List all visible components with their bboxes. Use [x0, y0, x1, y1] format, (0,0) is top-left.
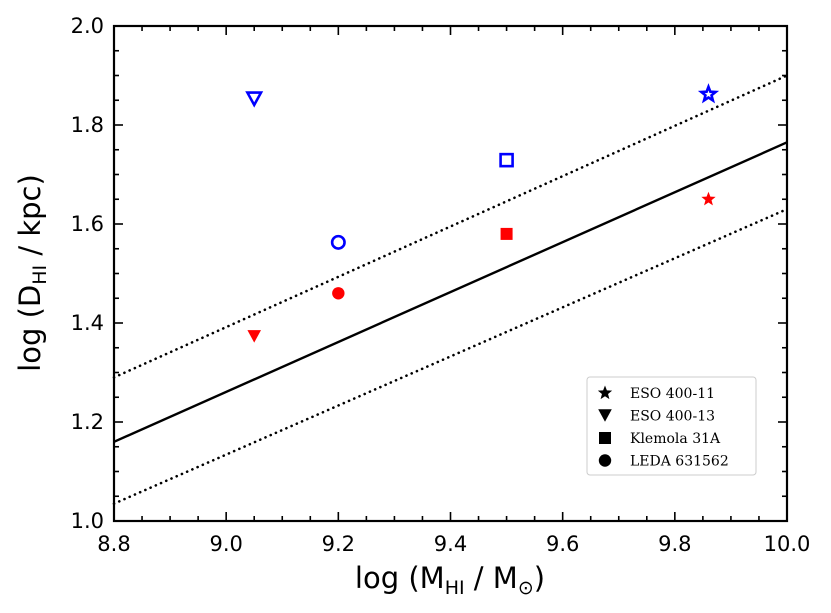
legend-label: LEDA 631562: [630, 454, 729, 470]
legend-marker-circle: [598, 454, 612, 467]
point-klemola-31a-red: [500, 227, 513, 240]
legend: ESO 400-11 ESO 400-13 Klemola 31A LEDA 6315…: [586, 376, 757, 476]
y-tick-label: 2.0: [71, 14, 104, 38]
y-tick-label: 1.2: [71, 410, 104, 434]
y-tick-label: 1.4: [71, 311, 104, 335]
points-layer: [245, 83, 720, 343]
line-relation: [113, 141, 788, 443]
y-axis-label: log (DHI / kpc): [13, 174, 51, 372]
line-upper-scatter: [112, 74, 789, 379]
x-tick-label: 9.0: [209, 532, 242, 556]
point-eso-400-11-red: [701, 191, 716, 206]
point-eso-400-11-blue: [697, 83, 720, 104]
plot-frame: [112, 24, 789, 523]
x-tick-label: 8.8: [97, 532, 130, 556]
legend-marker-triangle-down: [598, 409, 612, 422]
lines-layer: [112, 74, 789, 505]
legend-label: ESO 400-13: [630, 409, 715, 425]
tick-labels-layer: 8.8 9.0 9.2 9.4 9.6 9.8 10.0 1.0 1.2 1.4 1.6 1.8 2.0: [71, 14, 811, 556]
y-tick-label: 1.8: [71, 113, 104, 137]
point-klemola-31a-blue: [499, 152, 514, 168]
point-eso-400-13-red: [247, 330, 262, 343]
legend-marker-star: [597, 385, 613, 400]
legend-marker-square: [599, 432, 611, 444]
x-tick-label: 9.4: [434, 532, 467, 556]
x-axis-label: log (MHI / M⊙): [355, 561, 545, 599]
y-tick-label: 1.6: [71, 212, 104, 236]
y-tick-label: 1.0: [71, 509, 104, 533]
legend-label: ESO 400-11: [630, 386, 715, 402]
point-eso-400-13-blue: [245, 91, 264, 108]
point-leda-631562-red: [332, 287, 345, 300]
x-tick-label: 9.8: [658, 532, 691, 556]
x-tick-label: 9.2: [322, 532, 355, 556]
x-tick-label: 9.6: [546, 532, 579, 556]
legend-label: Klemola 31A: [630, 431, 721, 447]
legend-box: [586, 376, 757, 476]
x-tick-label: 10.0: [764, 532, 811, 556]
point-leda-631562-blue: [330, 234, 346, 250]
